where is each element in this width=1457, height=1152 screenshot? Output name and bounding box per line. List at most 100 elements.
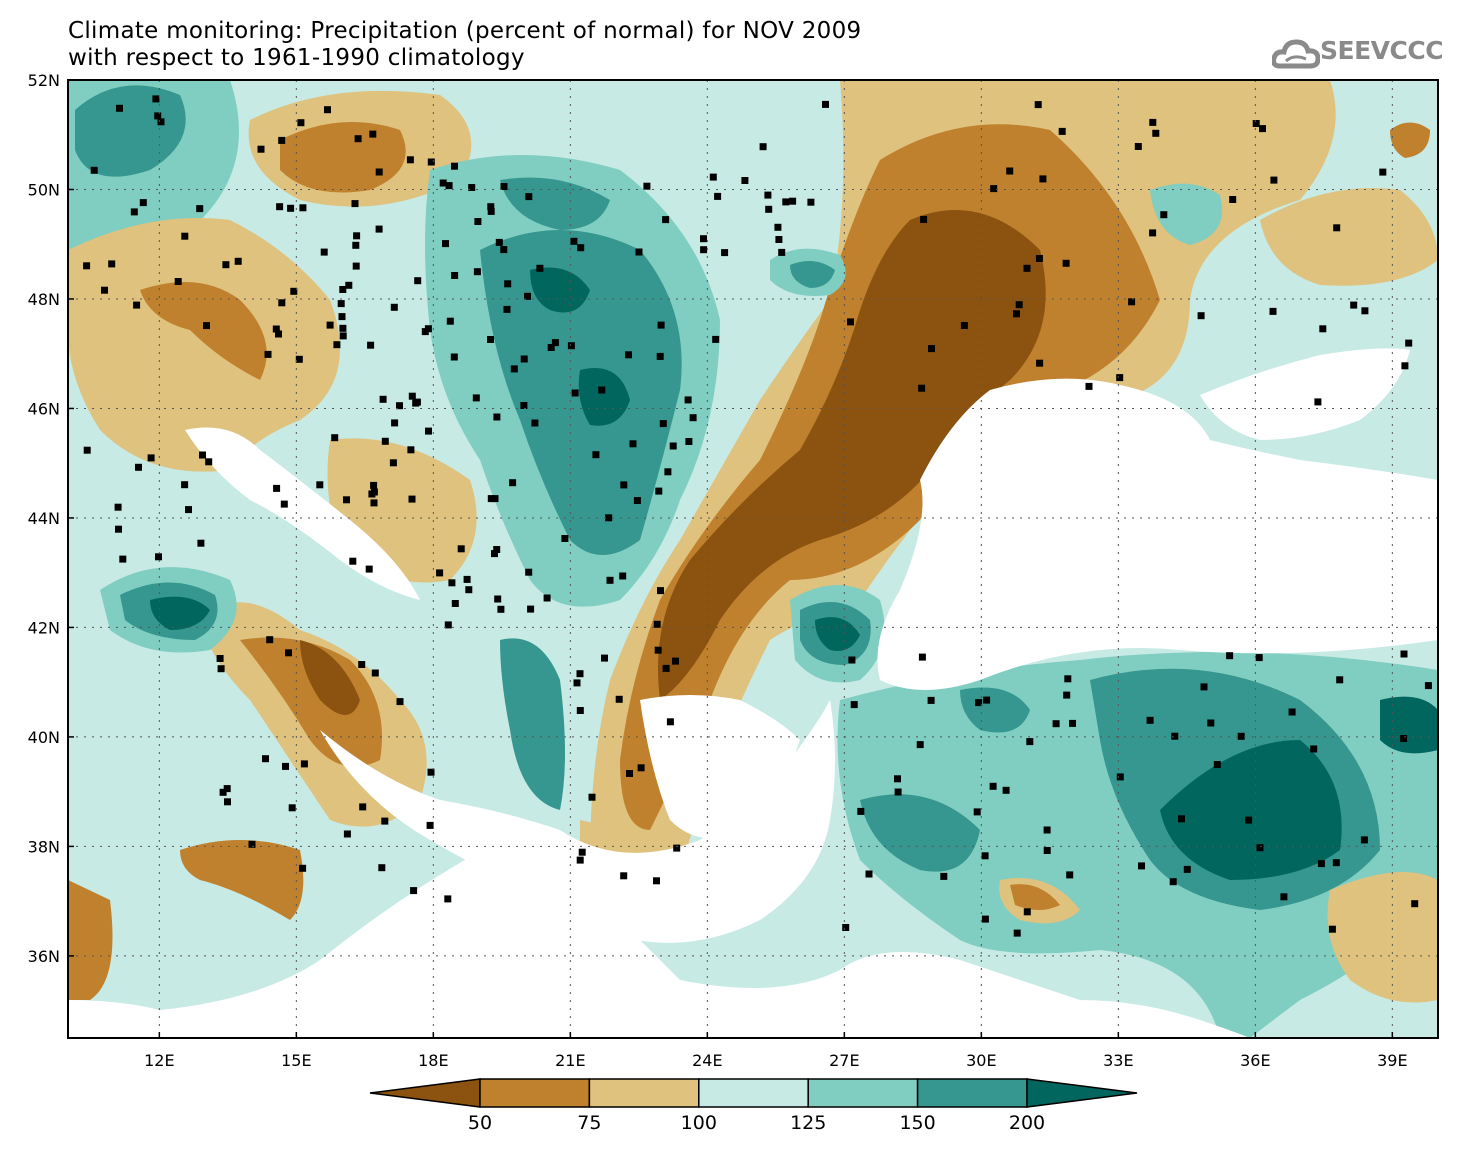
station-marker	[653, 877, 660, 885]
station-marker	[494, 595, 502, 603]
lon-tick-label: 21E	[555, 1051, 585, 1070]
station-marker	[1169, 878, 1177, 886]
station-marker	[224, 798, 231, 806]
station-marker	[605, 514, 613, 522]
station-marker	[765, 205, 773, 213]
station-marker	[1336, 676, 1344, 684]
station-marker	[1207, 719, 1215, 727]
station-marker	[606, 576, 614, 584]
station-marker	[300, 760, 308, 768]
station-marker	[324, 106, 331, 114]
station-marker	[576, 856, 584, 864]
station-marker	[472, 394, 480, 402]
colorbar-label: 100	[681, 1112, 717, 1134]
station-marker	[1400, 735, 1408, 742]
station-marker	[778, 248, 786, 256]
colorbar-segment	[698, 1078, 809, 1108]
station-marker	[410, 887, 418, 895]
station-marker	[406, 156, 414, 164]
station-marker	[1043, 847, 1051, 854]
station-marker	[700, 246, 708, 254]
station-marker	[1171, 732, 1179, 740]
station-marker	[774, 223, 782, 231]
station-marker	[643, 182, 651, 190]
station-marker	[345, 281, 353, 289]
station-marker	[662, 664, 670, 672]
station-marker	[1183, 865, 1191, 873]
station-marker	[1149, 229, 1157, 237]
station-marker	[316, 481, 324, 489]
station-marker	[266, 636, 274, 644]
station-marker	[353, 232, 361, 240]
station-marker	[474, 218, 482, 225]
station-marker	[1350, 301, 1358, 309]
station-marker	[700, 235, 707, 243]
lat-tick-label: 50N	[28, 180, 60, 199]
station-marker	[672, 657, 679, 665]
station-marker	[570, 237, 578, 245]
station-marker	[520, 402, 528, 409]
station-marker	[1152, 129, 1160, 137]
station-marker	[1280, 893, 1288, 901]
station-marker	[500, 246, 508, 254]
station-marker	[1332, 859, 1340, 867]
station-marker	[633, 497, 641, 504]
station-marker	[1314, 398, 1322, 406]
station-marker	[369, 130, 377, 138]
station-marker	[83, 262, 91, 270]
station-marker	[1405, 339, 1413, 347]
station-marker	[473, 268, 481, 276]
station-marker	[1002, 786, 1010, 794]
station-marker	[450, 353, 458, 361]
station-marker	[185, 506, 192, 514]
station-marker	[1252, 120, 1260, 127]
station-marker	[288, 804, 296, 812]
station-marker	[199, 451, 206, 459]
station-marker	[1361, 307, 1369, 315]
station-marker	[273, 484, 281, 492]
station-marker	[981, 852, 989, 860]
colorbar-low-arrow	[369, 1078, 481, 1108]
station-marker	[155, 553, 162, 561]
station-marker	[578, 848, 586, 856]
colorbar: 50 75 100 125 150 200	[369, 1078, 1138, 1134]
cloud-icon	[1271, 39, 1321, 69]
station-marker	[714, 192, 722, 200]
colorbar-high-arrow	[1026, 1078, 1138, 1108]
station-marker	[789, 197, 797, 205]
station-marker	[626, 770, 633, 777]
station-marker	[424, 325, 432, 333]
station-marker	[975, 699, 983, 707]
lon-tick-label: 27E	[829, 1051, 859, 1070]
station-marker	[1200, 683, 1208, 691]
station-marker	[451, 272, 459, 279]
station-marker	[1213, 761, 1221, 768]
colorbar-label: 50	[468, 1112, 492, 1134]
station-marker	[139, 199, 147, 207]
station-marker	[275, 330, 282, 338]
station-marker	[1069, 719, 1076, 727]
station-marker	[848, 656, 856, 664]
station-marker	[1146, 716, 1154, 724]
station-marker	[116, 104, 123, 112]
station-marker	[331, 434, 339, 442]
station-marker	[370, 488, 378, 496]
station-marker	[561, 535, 569, 542]
station-marker	[457, 545, 465, 553]
station-marker	[446, 317, 454, 325]
logo-text: SEEVCCC	[1320, 36, 1444, 65]
longitude-ticks: 12E 15E 18E 21E 24E 27E 30E 33E 36E 39E	[144, 1032, 1408, 1070]
lon-tick-label: 36E	[1240, 1051, 1270, 1070]
station-marker	[352, 241, 360, 249]
colorbar-label: 150	[899, 1112, 935, 1134]
station-marker	[222, 261, 230, 269]
station-marker	[495, 238, 503, 246]
station-marker	[326, 321, 334, 329]
station-marker	[842, 924, 850, 931]
station-marker	[721, 249, 729, 257]
station-marker	[1328, 925, 1336, 933]
colorbar-label: 75	[577, 1112, 601, 1134]
station-marker	[654, 646, 662, 654]
station-marker	[181, 232, 189, 240]
station-marker	[1310, 745, 1318, 753]
